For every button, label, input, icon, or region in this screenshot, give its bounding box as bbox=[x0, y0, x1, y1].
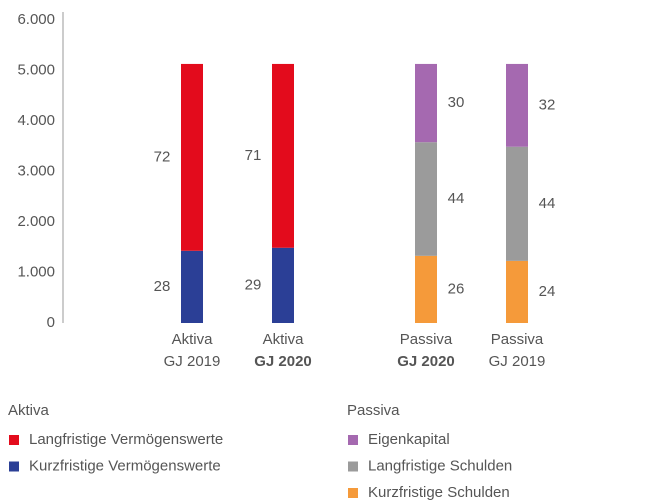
x-tick-label: GJ 2019 bbox=[489, 353, 546, 370]
legend-swatch bbox=[348, 435, 358, 445]
bar-segment bbox=[415, 63, 437, 143]
y-tick-label: 0 bbox=[47, 314, 55, 331]
bar-segment bbox=[506, 146, 528, 261]
data-label: 32 bbox=[539, 96, 556, 113]
legend-label: Kurzfristige Schulden bbox=[368, 484, 510, 501]
x-tick-label: Aktiva bbox=[263, 331, 305, 348]
bar-segment bbox=[181, 63, 203, 251]
data-label: 44 bbox=[448, 190, 465, 207]
x-tick-label: Aktiva bbox=[172, 331, 214, 348]
x-tick-label: Passiva bbox=[400, 331, 453, 348]
y-tick-label: 2.000 bbox=[17, 213, 55, 230]
y-tick-label: 3.000 bbox=[17, 162, 55, 179]
x-tick-label: GJ 2020 bbox=[397, 353, 455, 370]
data-label: 44 bbox=[539, 195, 556, 212]
legend-label: Langfristige Schulden bbox=[368, 457, 512, 474]
legend-swatch bbox=[348, 461, 358, 472]
legend-swatch bbox=[9, 461, 19, 472]
legend-group-title: Passiva bbox=[347, 402, 400, 419]
bar-segment bbox=[181, 250, 203, 323]
x-tick-label: Passiva bbox=[491, 331, 544, 348]
data-label: 24 bbox=[539, 283, 556, 300]
data-label: 26 bbox=[448, 280, 465, 297]
legend-swatch bbox=[9, 435, 19, 445]
x-tick-label: GJ 2019 bbox=[164, 353, 221, 370]
legend-group-title: Aktiva bbox=[8, 402, 50, 419]
bar-segment bbox=[272, 63, 294, 248]
legend-swatch bbox=[348, 488, 358, 498]
y-tick-label: 4.000 bbox=[17, 112, 55, 129]
legend-label: Kurzfristige Vermögenswerte bbox=[29, 457, 221, 474]
data-label: 28 bbox=[154, 278, 171, 295]
data-label: 30 bbox=[448, 94, 465, 111]
y-tick-label: 5.000 bbox=[17, 61, 55, 78]
data-label: 71 bbox=[245, 147, 262, 164]
bar-segment bbox=[506, 260, 528, 323]
x-tick-label: GJ 2020 bbox=[254, 353, 312, 370]
bar-segment bbox=[272, 247, 294, 323]
bar-segment bbox=[506, 63, 528, 147]
data-label: 72 bbox=[154, 148, 171, 165]
y-tick-label: 6.000 bbox=[17, 11, 55, 28]
legend-label: Langfristige Vermögenswerte bbox=[29, 431, 223, 448]
legend-label: Eigenkapital bbox=[368, 431, 450, 448]
data-label: 29 bbox=[245, 276, 262, 293]
bar-segment bbox=[415, 255, 437, 323]
y-tick-label: 1.000 bbox=[17, 263, 55, 280]
bar-segment bbox=[415, 142, 437, 256]
